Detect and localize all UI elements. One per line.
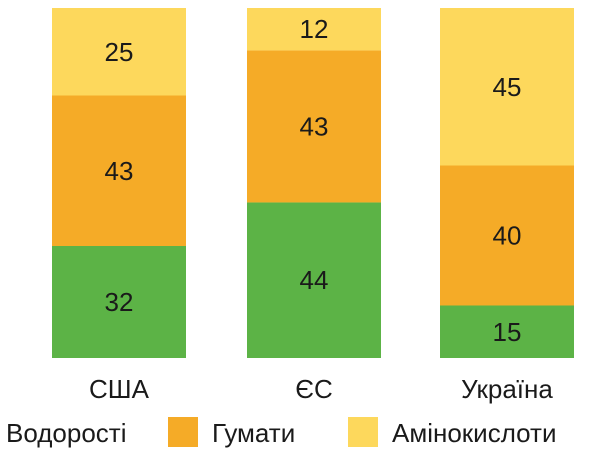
bar-segment <box>52 246 186 358</box>
legend-swatch <box>168 417 198 447</box>
bar-segment <box>440 8 574 166</box>
data-label: 43 <box>300 111 329 141</box>
legend-swatch <box>348 417 378 447</box>
data-label: 45 <box>493 72 522 102</box>
data-label: 40 <box>493 221 522 251</box>
data-label: 12 <box>300 14 329 44</box>
bar-segment <box>52 95 186 246</box>
category-label: ЄС <box>295 374 332 404</box>
data-label: 32 <box>105 287 134 317</box>
bar-segment <box>247 50 381 203</box>
data-label: 43 <box>105 156 134 186</box>
category-label: США <box>89 374 150 404</box>
legend-label: Амінокислоти <box>392 418 557 448</box>
category-label: Україна <box>461 374 553 404</box>
bar-segment <box>440 165 574 306</box>
legend-label: Водорості <box>6 418 126 448</box>
bar-segment <box>52 8 186 96</box>
data-label: 44 <box>300 265 329 295</box>
category-labels: США ЄС Україна <box>89 374 553 404</box>
legend: Водорості Гумати Амінокислоти <box>6 417 557 448</box>
bars-group: 32 43 25 44 43 12 15 40 45 <box>52 8 574 358</box>
data-label: 25 <box>105 37 134 67</box>
legend-label: Гумати <box>212 418 295 448</box>
data-label: 15 <box>493 317 522 347</box>
bar-segment <box>440 305 574 358</box>
bar-segment <box>247 202 381 358</box>
bar-segment <box>247 8 381 51</box>
